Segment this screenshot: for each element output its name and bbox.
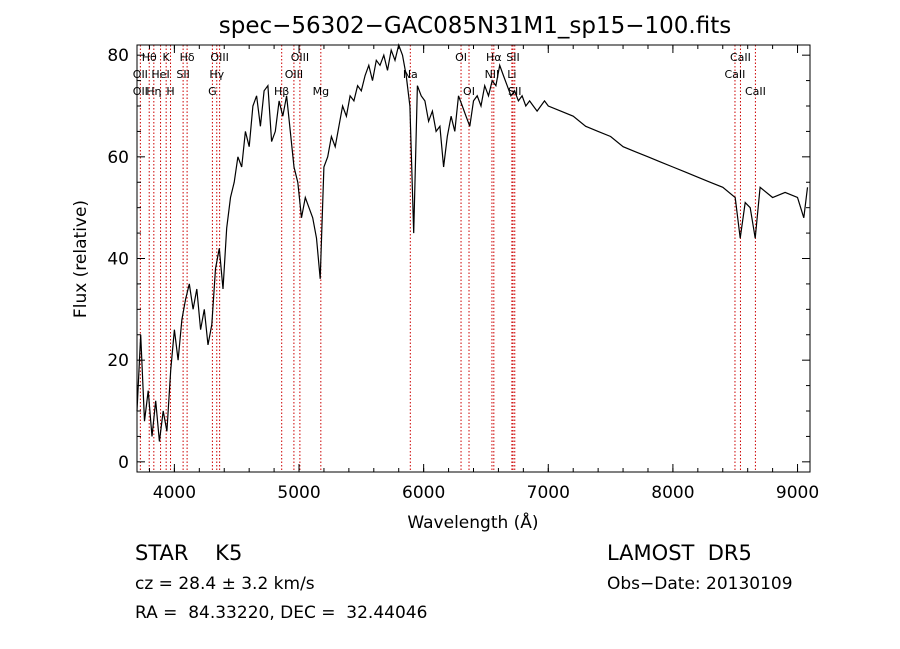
x-tick-label-2: 6000 bbox=[402, 483, 445, 503]
plot-frame bbox=[136, 44, 811, 473]
line-label-17: OI bbox=[455, 51, 467, 64]
line-label-19: Hα bbox=[486, 51, 502, 64]
line-label-5: HeI bbox=[151, 68, 169, 81]
coordinates: RA = 84.33220, DEC = 32.44046 bbox=[135, 603, 428, 623]
line-label-11: G bbox=[208, 85, 217, 98]
x-tick-label-5: 9000 bbox=[776, 483, 819, 503]
object-class: STAR K5 bbox=[135, 541, 243, 565]
line-label-7: Hδ bbox=[180, 51, 195, 64]
redshift-value: cz = 28.4 ± 3.2 km/s bbox=[135, 574, 315, 594]
line-label-21: Li bbox=[507, 68, 516, 81]
spectral-line-markers bbox=[139, 45, 756, 472]
x-tick-label-0: 4000 bbox=[153, 483, 196, 503]
line-label-12: Hβ bbox=[274, 85, 289, 98]
line-label-15: Mg bbox=[313, 85, 329, 98]
line-label-22: NII bbox=[485, 68, 500, 81]
x-axis: 4000 5000 6000 7000 8000 9000 bbox=[148, 45, 819, 503]
line-label-8: SII bbox=[176, 68, 189, 81]
y-tick-label-1: 20 bbox=[107, 351, 129, 371]
y-axis: 0 20 40 60 80 bbox=[107, 46, 810, 473]
y-axis-label: Flux (relative) bbox=[71, 200, 91, 318]
line-label-9: OIII bbox=[210, 51, 228, 64]
line-label-25: CaII bbox=[725, 68, 746, 81]
survey-name: LAMOST DR5 bbox=[607, 541, 752, 565]
line-label-1: OII bbox=[133, 68, 148, 81]
line-label-20: SII bbox=[506, 51, 519, 64]
y-tick-label-4: 80 bbox=[107, 46, 129, 66]
y-tick-label-0: 0 bbox=[118, 453, 129, 473]
line-label-4: K bbox=[163, 51, 171, 64]
x-tick-label-4: 8000 bbox=[651, 483, 694, 503]
line-label-14: OIII bbox=[285, 68, 303, 81]
line-label-18: OI bbox=[463, 85, 475, 98]
chart-title: spec−56302−GAC085N31M1_sp15−100.fits bbox=[219, 13, 731, 39]
line-label-10: Hγ bbox=[209, 68, 224, 81]
obs-date: Obs−Date: 20130109 bbox=[607, 574, 793, 594]
line-label-6: H bbox=[166, 85, 174, 98]
x-tick-label-1: 5000 bbox=[277, 483, 320, 503]
line-label-26: CaII bbox=[745, 85, 766, 98]
y-tick-label-2: 40 bbox=[107, 250, 129, 270]
spectrum-series-line bbox=[136, 42, 809, 442]
x-tick-label-3: 7000 bbox=[527, 483, 570, 503]
line-label-24: CaII bbox=[730, 51, 751, 64]
x-axis-label: Wavelength (Å) bbox=[407, 511, 538, 533]
y-tick-label-3: 60 bbox=[107, 148, 129, 168]
line-label-3: Hη bbox=[146, 85, 161, 98]
line-label-13: OIII bbox=[291, 51, 309, 64]
line-label-0: Hθ bbox=[142, 51, 157, 64]
